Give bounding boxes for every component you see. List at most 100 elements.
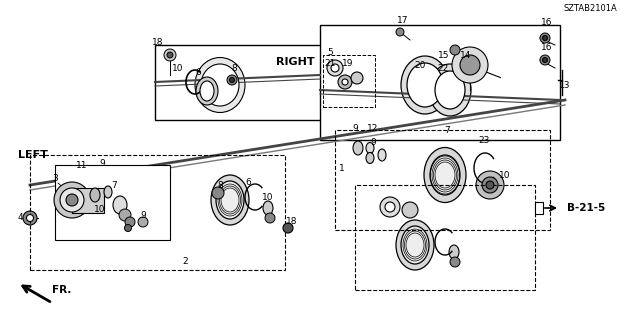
Ellipse shape	[449, 245, 459, 259]
Text: 7: 7	[444, 125, 450, 134]
Ellipse shape	[113, 196, 127, 214]
Ellipse shape	[196, 77, 218, 105]
Circle shape	[227, 75, 237, 85]
Ellipse shape	[201, 64, 239, 106]
Circle shape	[54, 182, 90, 218]
Text: FR.: FR.	[52, 285, 72, 295]
Circle shape	[125, 225, 131, 231]
Text: 22: 22	[437, 63, 449, 73]
Circle shape	[230, 77, 234, 83]
Bar	[320, 25, 560, 140]
Text: 13: 13	[559, 81, 571, 90]
Circle shape	[167, 52, 173, 58]
Circle shape	[283, 223, 293, 233]
Text: 4: 4	[18, 213, 24, 222]
Bar	[323, 55, 375, 107]
Circle shape	[351, 72, 363, 84]
Ellipse shape	[429, 64, 471, 116]
Text: 10: 10	[172, 63, 184, 73]
Ellipse shape	[435, 71, 465, 109]
Ellipse shape	[396, 220, 434, 270]
Text: B-21-5: B-21-5	[567, 203, 605, 213]
Ellipse shape	[263, 201, 273, 215]
Bar	[155, 45, 325, 120]
Text: 9: 9	[99, 158, 105, 167]
Text: 15: 15	[438, 51, 450, 60]
Text: 18: 18	[152, 37, 164, 46]
Text: 10: 10	[262, 194, 274, 203]
Ellipse shape	[407, 63, 443, 107]
Circle shape	[66, 194, 78, 206]
Text: 2: 2	[182, 258, 188, 267]
Ellipse shape	[211, 175, 249, 225]
Circle shape	[452, 47, 488, 83]
Text: 21: 21	[324, 59, 336, 68]
Text: LEFT: LEFT	[18, 150, 48, 160]
Text: 9: 9	[352, 124, 358, 132]
Circle shape	[482, 177, 498, 193]
Circle shape	[265, 213, 275, 223]
Circle shape	[402, 202, 418, 218]
Circle shape	[125, 217, 135, 227]
Text: 5: 5	[327, 47, 333, 57]
Circle shape	[540, 55, 550, 65]
Circle shape	[450, 45, 460, 55]
Circle shape	[486, 181, 494, 189]
Text: RIGHT: RIGHT	[276, 57, 314, 67]
Ellipse shape	[216, 181, 244, 219]
Circle shape	[385, 202, 395, 212]
Circle shape	[543, 58, 547, 62]
Bar	[335, 130, 550, 230]
Text: 3: 3	[52, 173, 58, 182]
Text: 7: 7	[111, 180, 117, 189]
Circle shape	[26, 214, 33, 221]
Text: 8: 8	[231, 63, 237, 73]
Text: 14: 14	[460, 51, 472, 60]
Circle shape	[460, 55, 480, 75]
Text: 11: 11	[76, 161, 88, 170]
Text: 1: 1	[339, 164, 345, 172]
Circle shape	[342, 79, 348, 85]
Ellipse shape	[90, 188, 100, 202]
Circle shape	[331, 64, 339, 72]
Ellipse shape	[366, 153, 374, 164]
Text: 8: 8	[217, 180, 223, 189]
Ellipse shape	[200, 81, 214, 101]
Circle shape	[23, 211, 37, 225]
Bar	[355, 185, 535, 290]
Circle shape	[212, 187, 224, 199]
Text: 18: 18	[286, 218, 298, 227]
Circle shape	[396, 28, 404, 36]
Ellipse shape	[424, 148, 466, 203]
Text: 10: 10	[499, 171, 511, 180]
Circle shape	[450, 257, 460, 267]
Text: 10: 10	[94, 205, 106, 214]
Bar	[535, 202, 543, 214]
Bar	[72, 188, 104, 213]
Ellipse shape	[104, 186, 112, 198]
Text: 19: 19	[342, 59, 354, 68]
Ellipse shape	[353, 141, 363, 155]
Circle shape	[138, 217, 148, 227]
Circle shape	[540, 33, 550, 43]
Text: 9: 9	[140, 211, 146, 220]
Circle shape	[60, 188, 84, 212]
Ellipse shape	[401, 226, 429, 264]
Ellipse shape	[195, 58, 245, 113]
Bar	[30, 155, 285, 270]
Text: 16: 16	[541, 18, 553, 27]
Text: 17: 17	[397, 15, 409, 25]
Text: 6: 6	[245, 178, 251, 187]
Circle shape	[119, 209, 131, 221]
Circle shape	[380, 197, 400, 217]
Circle shape	[164, 49, 176, 61]
Text: 20: 20	[414, 60, 426, 69]
Text: 23: 23	[478, 135, 490, 145]
Ellipse shape	[366, 142, 374, 154]
Circle shape	[338, 75, 352, 89]
Text: 9: 9	[370, 138, 376, 147]
Text: 16: 16	[541, 43, 553, 52]
Text: 6: 6	[195, 68, 201, 76]
Ellipse shape	[401, 56, 449, 114]
Circle shape	[476, 171, 504, 199]
